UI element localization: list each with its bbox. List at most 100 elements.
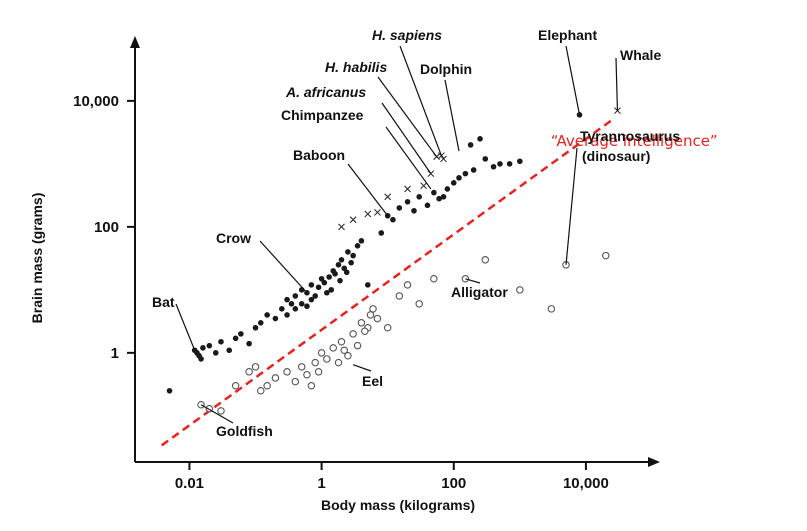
annotation-dolphin: Dolphin (420, 61, 472, 77)
data-point-open (329, 344, 337, 352)
annotation-h-habilis: H. habilis (325, 59, 387, 75)
data-point-open (334, 358, 343, 367)
trendline-label: “Average intelligence” (551, 132, 718, 150)
data-point-filled (226, 347, 233, 354)
leader-line-chimpanzee (385, 126, 432, 190)
data-point-filled (350, 252, 356, 259)
data-point-filled (431, 189, 437, 196)
data-point-filled (166, 387, 173, 394)
data-point-filled (292, 293, 299, 299)
data-point-open (430, 275, 438, 283)
data-point-filled (238, 331, 244, 337)
data-point-cross (440, 155, 447, 163)
leader-line-goldfish (200, 404, 234, 424)
data-point-filled (206, 342, 213, 349)
data-point-open (317, 349, 326, 357)
data-point-filled (218, 338, 224, 345)
leader-line-a-africanus (381, 102, 432, 174)
leader-line-h-sapiens (399, 45, 442, 156)
data-point-cross (420, 182, 428, 190)
leader-line-dolphin (444, 79, 460, 152)
data-point-filled (321, 279, 328, 286)
data-point-filled (308, 282, 315, 288)
leader-line-alligator (465, 278, 481, 284)
data-point-open (369, 305, 377, 313)
data-point-open (197, 400, 205, 409)
data-point-cross (364, 210, 372, 218)
leader-line-h-habilis (377, 76, 438, 158)
data-point-filled (335, 261, 342, 268)
data-point-filled (404, 199, 411, 205)
data-point-filled (424, 202, 431, 209)
data-point-cross (349, 216, 357, 224)
data-point-filled (378, 230, 385, 236)
data-point-filled (345, 249, 351, 255)
data-point-filled (338, 257, 345, 263)
leader-line-baboon (347, 163, 389, 217)
data-point-filled (194, 350, 200, 356)
data-point-filled (462, 170, 469, 177)
y-tick-label: 1 (111, 345, 119, 362)
data-point-open (283, 368, 291, 376)
data-point-filled (257, 319, 264, 326)
data-point-filled (444, 186, 451, 192)
leader-line-crow (259, 240, 308, 294)
data-point-filled (482, 156, 489, 162)
axes: 0.01 1 100 10,000 1 100 10,000 (73, 36, 660, 492)
data-point-filled (298, 301, 305, 307)
data-point-filled (332, 270, 338, 277)
annotation-bat: Bat (152, 294, 175, 310)
data-point-filled (506, 161, 513, 167)
annotation-dinosaur: (dinosaur) (582, 148, 650, 164)
data-point-filled (440, 194, 447, 200)
y-tick-label: 100 (94, 219, 119, 236)
data-point-open (353, 341, 362, 350)
data-point-open (403, 281, 412, 289)
x-tick-label: 0.01 (175, 475, 204, 492)
data-point-cross (404, 185, 411, 193)
data-point-filled (308, 296, 315, 303)
leader-line-eel (352, 364, 372, 372)
data-point-filled (467, 142, 474, 148)
data-point-open (303, 370, 311, 379)
data-point-filled (358, 238, 365, 244)
data-point-open (297, 363, 306, 371)
data-point-open (415, 300, 423, 308)
data-point-filled (304, 303, 310, 310)
data-point-filled (436, 195, 442, 202)
data-point-open (251, 363, 260, 371)
data-point-open (291, 377, 300, 386)
data-point-filled (497, 161, 503, 167)
x-tick-label: 1 (317, 475, 325, 492)
data-point-open (314, 368, 323, 376)
y-axis-arrow (130, 36, 140, 48)
leader-line-elephant (565, 45, 581, 115)
data-point-open (271, 374, 280, 382)
data-point-filled (232, 335, 239, 342)
data-point-filled (456, 175, 462, 181)
leader-line-whale (615, 57, 619, 111)
data-point-open (366, 311, 375, 319)
data-point-filled (198, 356, 204, 362)
annotation-chimpanzee: Chimpanzee (281, 107, 364, 123)
data-point-open (340, 346, 348, 354)
data-point-filled (318, 275, 325, 282)
annotation-tyrannosaurus: Tyrannosaurus (580, 128, 680, 144)
annotation-whale: Whale (620, 47, 661, 63)
data-point-filled (324, 289, 330, 296)
data-point-filled (490, 163, 497, 170)
data-point-open (311, 358, 319, 367)
data-point-filled (517, 158, 523, 165)
data-point-filled (315, 284, 322, 291)
data-point-filled (279, 306, 285, 312)
annotation-a-africanus: A. africanus (285, 84, 366, 100)
data-point-filled (200, 345, 206, 351)
leader-line-bat (175, 303, 196, 351)
annotation-alligator: Alligator (451, 284, 508, 300)
annotation-crow: Crow (216, 230, 251, 246)
data-point-open (395, 292, 404, 300)
data-point-open (373, 314, 382, 323)
data-point-filled (284, 296, 290, 303)
data-point-filled (337, 277, 343, 284)
